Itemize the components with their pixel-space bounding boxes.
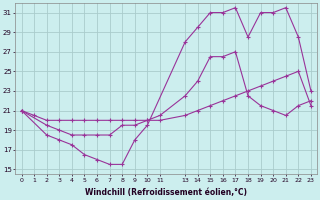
X-axis label: Windchill (Refroidissement éolien,°C): Windchill (Refroidissement éolien,°C) [85, 188, 247, 197]
